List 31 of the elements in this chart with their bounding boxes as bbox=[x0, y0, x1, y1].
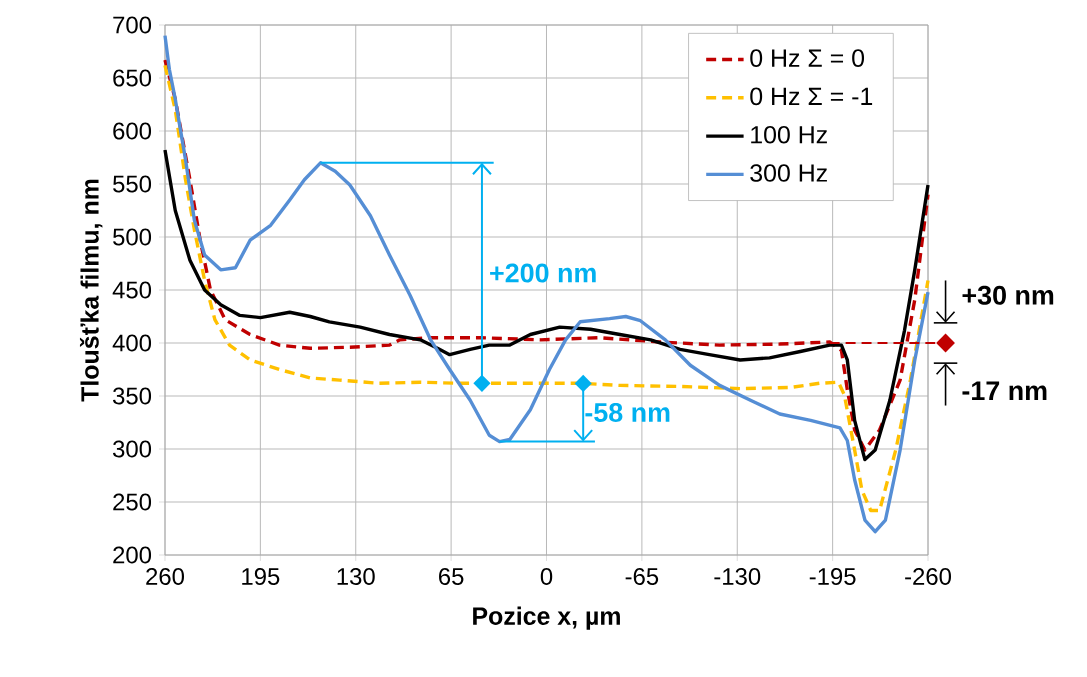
legend-label: 0 Hz Σ = -1 bbox=[750, 87, 873, 106]
y-tick-label: 300 bbox=[112, 440, 152, 458]
y-tick-label: 500 bbox=[113, 228, 152, 246]
x-tick-label: -260 bbox=[905, 568, 951, 585]
legend-label: 300 Hz bbox=[750, 164, 827, 182]
y-tick-label: 450 bbox=[112, 281, 152, 299]
text: -17 nm bbox=[962, 381, 1047, 400]
x-tick-label: 260 bbox=[146, 568, 185, 585]
text: +30 nm bbox=[962, 285, 1054, 305]
y-tick-label: 350 bbox=[112, 387, 152, 405]
y-tick-label: 550 bbox=[113, 175, 152, 193]
x-tick-label: -65 bbox=[625, 568, 659, 585]
annotation: +200 nm bbox=[490, 263, 596, 283]
y-tick-label: 200 bbox=[113, 546, 152, 564]
y-tick-label: 700 bbox=[113, 16, 152, 34]
y-axis-title: Tloušťka filmu, nm bbox=[79, 179, 103, 402]
y-tick-label: 250 bbox=[113, 493, 152, 511]
x-tick-label: -130 bbox=[714, 568, 761, 585]
y-tick-label: 650 bbox=[113, 69, 152, 87]
x-tick-label: -195 bbox=[809, 568, 856, 585]
line-series bbox=[163, 148, 930, 462]
x-tick-label: 65 bbox=[439, 568, 464, 585]
x-tick-label: 195 bbox=[242, 568, 280, 585]
y-tick-label: 600 bbox=[113, 122, 152, 140]
legend-label: 0 Hz Σ = 0 bbox=[750, 49, 865, 67]
y-tick-label: 400 bbox=[112, 334, 152, 352]
x-tick-label: 130 bbox=[337, 568, 375, 585]
x-tick-label: 0 bbox=[540, 568, 553, 585]
annotation: -58 nm bbox=[585, 402, 670, 423]
x-axis-title: Pozice x, µm bbox=[473, 606, 620, 630]
legend-label: 100 Hz bbox=[751, 125, 827, 144]
